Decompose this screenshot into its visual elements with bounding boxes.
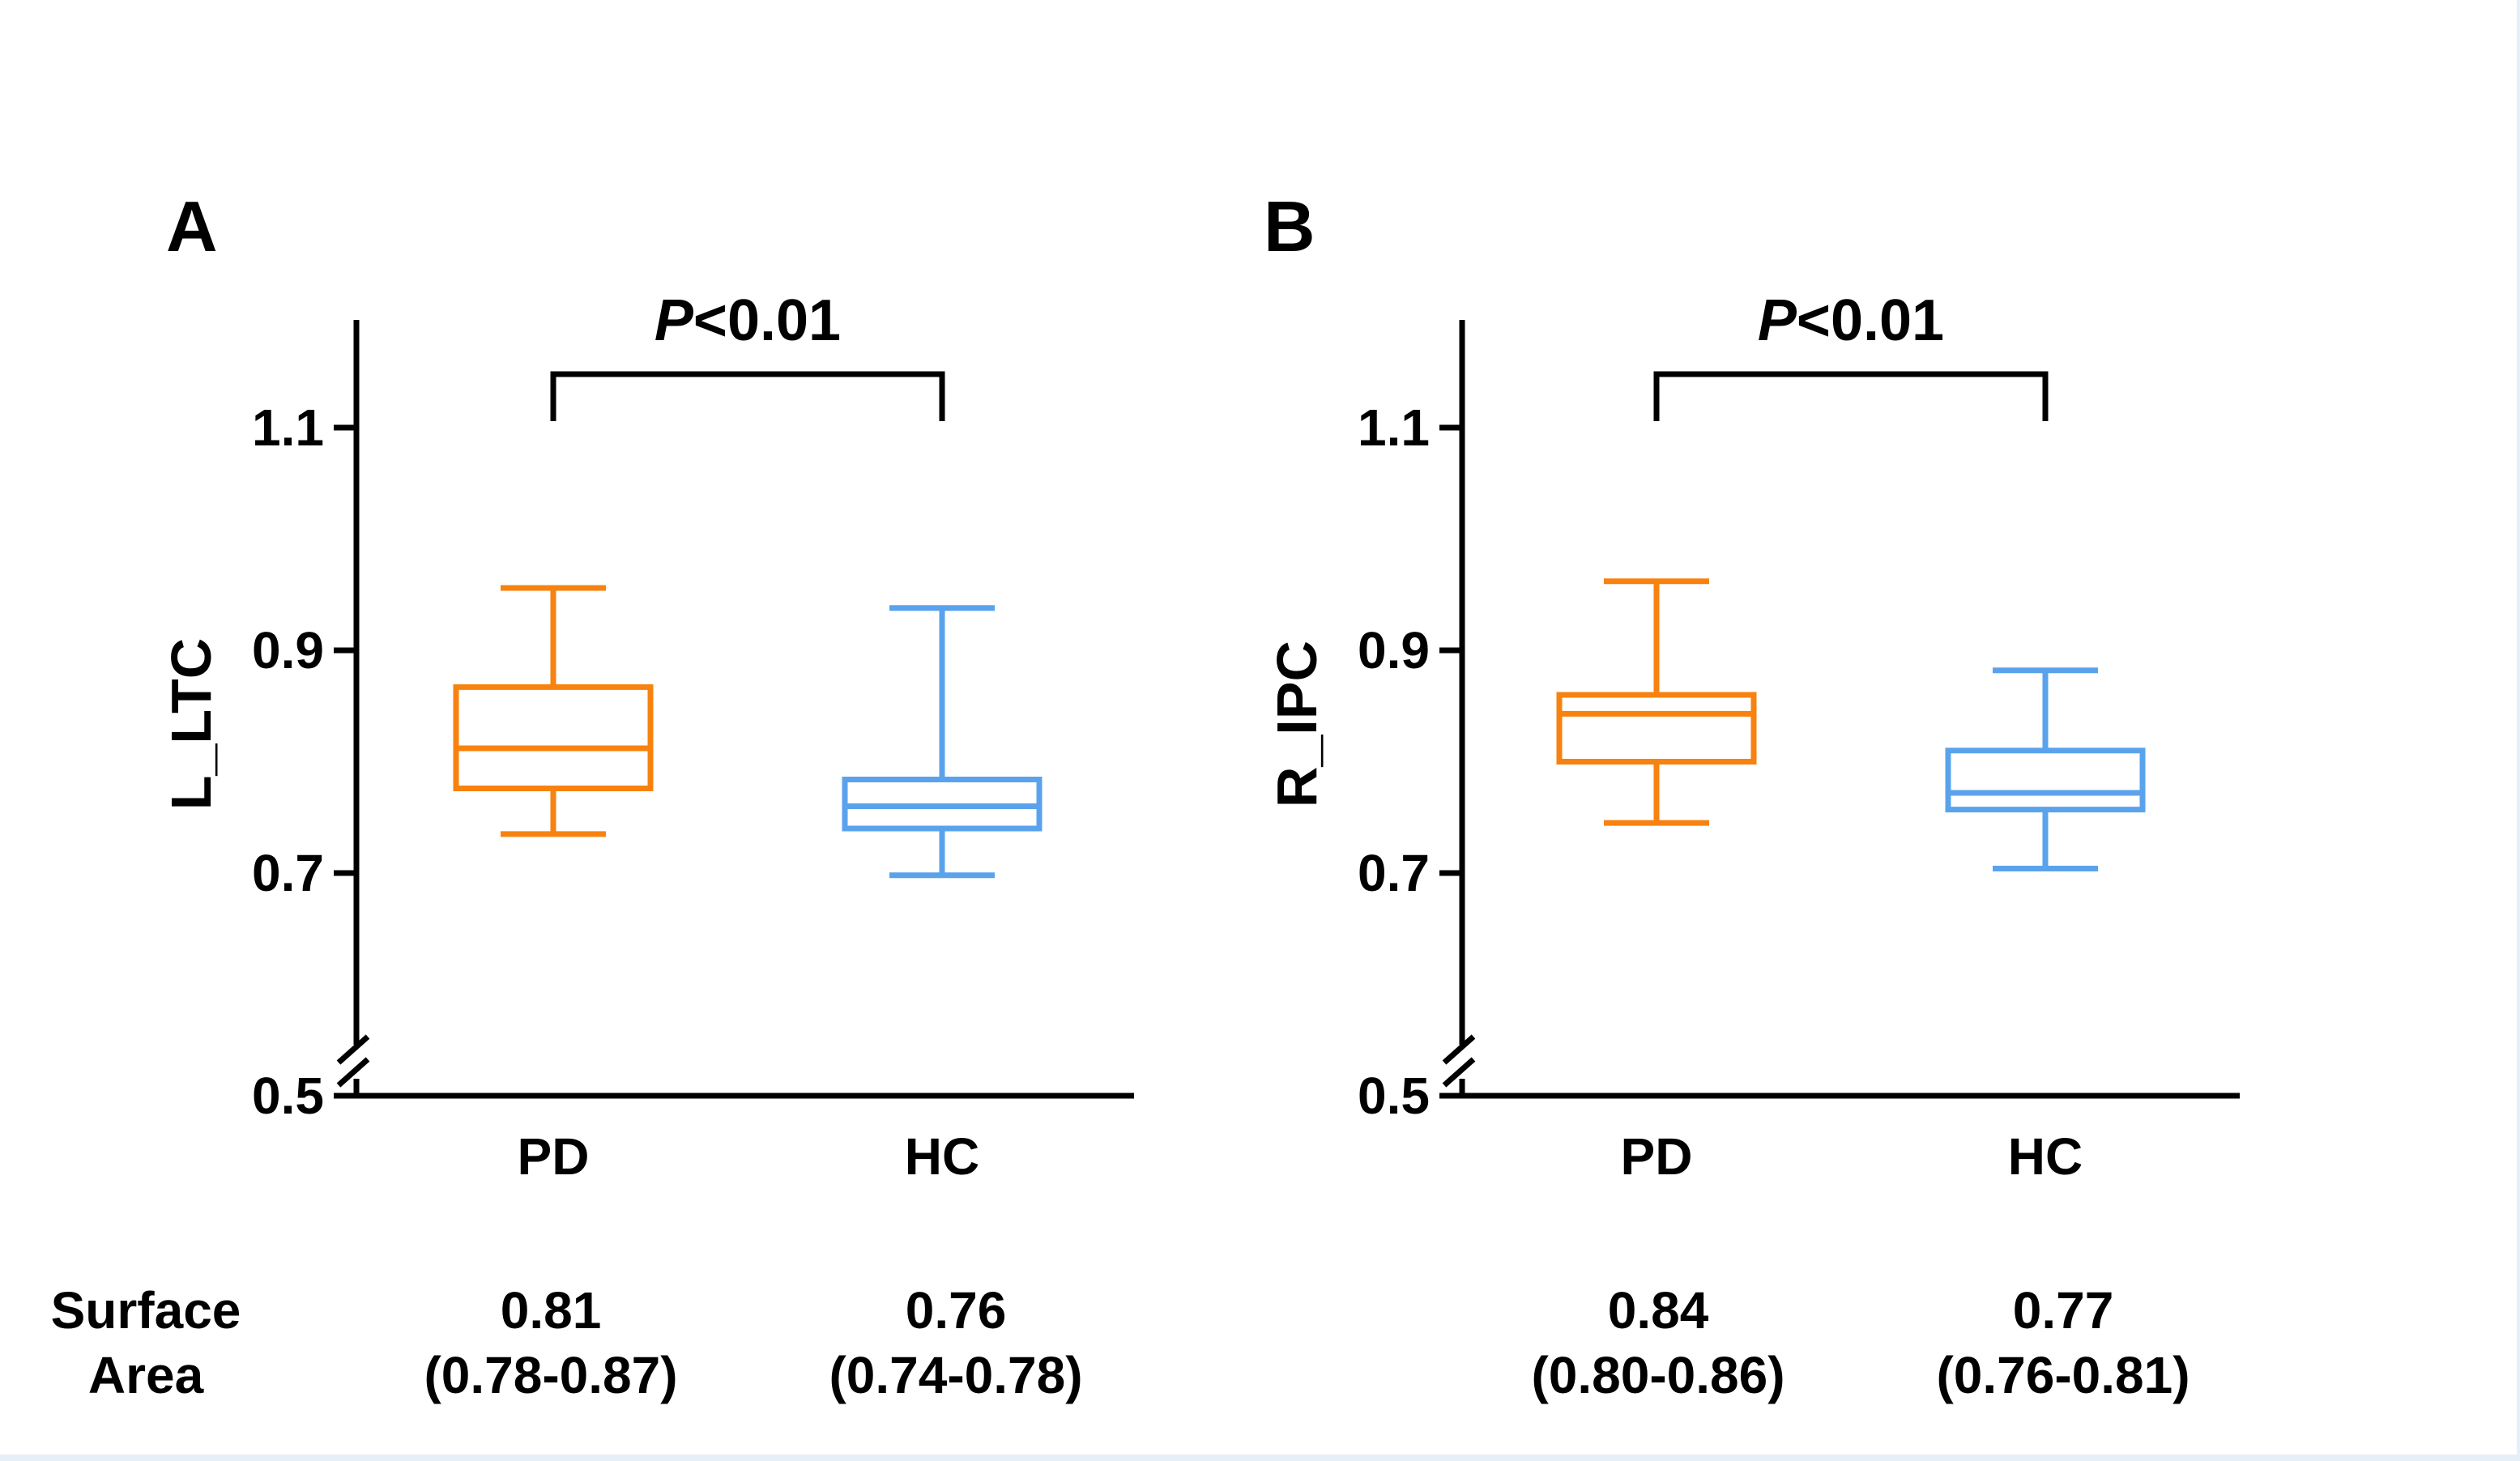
p-value-label: P<0.01 (1758, 288, 1944, 353)
panel-a: A 0.5 0.7 0.9 1.1 L_LTC PD HC P<0.01 (160, 186, 1134, 1186)
p-threshold: <0.01 (693, 288, 841, 353)
surface-range: (0.74-0.78) (829, 1346, 1083, 1404)
surface-label-line2: Area (87, 1346, 204, 1404)
p-threshold: <0.01 (1797, 288, 1944, 353)
surface-label-line1: Surface (50, 1281, 241, 1340)
x-category-label: PD (1621, 1127, 1693, 1186)
y-tick-label: 0.9 (1358, 621, 1430, 679)
y-tick-label: 0.7 (1358, 844, 1430, 902)
y-tick-label: 1.1 (1358, 398, 1430, 457)
y-axis-label: L_LTC (160, 638, 223, 811)
surface-range: (0.80-0.86) (1531, 1346, 1785, 1404)
surface-range: (0.76-0.81) (1936, 1346, 2190, 1404)
y-tick-label: 0.5 (1358, 1067, 1430, 1125)
panel-b: B 0.5 0.7 0.9 1.1 R_IPC PD HC P<0.01 (1264, 186, 2240, 1186)
surface-area-b-hc: 0.77 (0.76-0.81) (1901, 1278, 2225, 1408)
axis-break-mark (336, 1034, 370, 1065)
surface-area-row-label: Surface Area (16, 1278, 275, 1408)
surface-value: 0.84 (1607, 1281, 1709, 1340)
y-axis-label: R_IPC (1265, 641, 1328, 807)
x-category-label: HC (2008, 1127, 2083, 1186)
surface-range: (0.78-0.87) (424, 1346, 678, 1404)
surface-value: 0.77 (2012, 1281, 2114, 1340)
surface-value: 0.76 (905, 1281, 1007, 1340)
y-tick-label: 0.5 (252, 1067, 324, 1125)
panel-letter: A (166, 186, 218, 266)
surface-area-b-pd: 0.84 (0.80-0.86) (1496, 1278, 1820, 1408)
significance-bracket (550, 371, 945, 421)
x-category-label: PD (518, 1127, 590, 1186)
box-hc (842, 605, 1043, 879)
p-symbol: P (1758, 288, 1797, 353)
iqr-box (453, 684, 654, 791)
iqr-box (1556, 692, 1757, 765)
surface-value: 0.81 (500, 1281, 602, 1340)
y-tick-label: 0.7 (252, 844, 324, 902)
y-tick-label: 0.9 (252, 621, 324, 679)
axis-break-mark (1442, 1034, 1476, 1065)
x-category-label: HC (905, 1127, 979, 1186)
box-pd (1556, 578, 1757, 826)
box-pd (453, 585, 654, 837)
axis-break-mark (1442, 1057, 1476, 1088)
significance-bracket (1653, 371, 2049, 421)
panel-letter: B (1264, 186, 1315, 266)
surface-area-a-hc: 0.76 (0.74-0.78) (794, 1278, 1118, 1408)
p-symbol: P (655, 288, 694, 353)
surface-area-a-pd: 0.81 (0.78-0.87) (389, 1278, 713, 1408)
y-tick-label: 1.1 (252, 398, 324, 457)
iqr-box (1945, 748, 2146, 813)
box-hc (1945, 667, 2146, 871)
p-value-label: P<0.01 (655, 288, 841, 353)
axis-break-mark (336, 1057, 370, 1088)
